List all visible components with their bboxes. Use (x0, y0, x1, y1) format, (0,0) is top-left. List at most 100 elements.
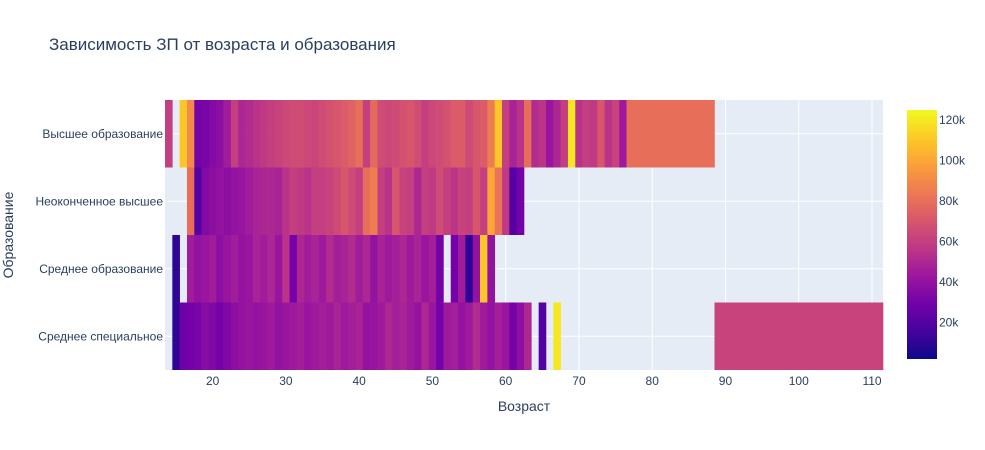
heatmap-cell (355, 167, 364, 235)
heatmap-cell (260, 167, 268, 235)
heatmap-cell (575, 100, 583, 168)
x-tick-label: 70 (572, 374, 586, 388)
heatmap-cell (465, 100, 474, 168)
heatmap-cell (392, 302, 400, 370)
heatmap-cell (340, 167, 349, 235)
heatmap-cell (348, 100, 356, 168)
heatmap-cells (165, 100, 884, 370)
heatmap-cell (274, 302, 283, 370)
heatmap-cell (194, 100, 202, 168)
heatmap-cell (604, 100, 613, 168)
heatmap-cell (428, 167, 437, 235)
y-tick-label: Неоконченное высшее (35, 194, 163, 208)
heatmap-cell (436, 100, 444, 168)
heatmap-cell (245, 167, 254, 235)
heatmap-cell (194, 302, 202, 370)
heatmap-cell (260, 302, 268, 370)
heatmap-cell (326, 302, 334, 370)
heatmap-cell (553, 302, 561, 370)
heatmap-cell (238, 235, 246, 303)
heatmap-cell (208, 235, 217, 303)
heatmap-cell (186, 167, 195, 235)
heatmap-cell (296, 167, 305, 235)
heatmap-cell (443, 167, 452, 235)
heatmap-cell (443, 100, 452, 168)
colorbar (907, 110, 937, 359)
heatmap-cell (494, 167, 503, 235)
x-tick-label: 60 (499, 374, 513, 388)
heatmap-cell (348, 167, 356, 235)
heatmap-cell (399, 100, 408, 168)
heatmap-cell (304, 235, 312, 303)
heatmap-cell (414, 302, 422, 370)
heatmap-cell (296, 100, 305, 168)
heatmap-cell (472, 167, 481, 235)
heatmap-cell (208, 302, 217, 370)
heatmap-cell (487, 100, 495, 168)
heatmap-cell (370, 100, 378, 168)
heatmap-cell (509, 302, 517, 370)
heatmap-cell (186, 235, 195, 303)
heatmap-cell (252, 235, 261, 303)
heatmap-cell (597, 100, 605, 168)
heatmap-cell (472, 235, 481, 303)
heatmap-cell (282, 100, 290, 168)
heatmap-cell (626, 100, 715, 168)
heatmap-cell (458, 302, 466, 370)
heatmap-cell (377, 235, 386, 303)
heatmap-cell (384, 235, 393, 303)
heatmap-cell (289, 167, 298, 235)
heatmap-cell (216, 302, 224, 370)
heatmap-cell (333, 167, 342, 235)
heatmap-cell (524, 100, 532, 168)
heatmap-cell (340, 235, 349, 303)
heatmap-cell (208, 100, 217, 168)
heatmap-cell (516, 302, 525, 370)
heatmap-cell (406, 235, 415, 303)
x-tick-label: 20 (206, 374, 220, 388)
heatmap-cell (465, 167, 474, 235)
heatmap-cell (296, 235, 305, 303)
heatmap-cell (458, 100, 466, 168)
heatmap-cell (282, 302, 290, 370)
heatmap-cell (311, 167, 320, 235)
heatmap-cell (509, 100, 517, 168)
heatmap-cell (377, 302, 386, 370)
heatmap-cell (450, 302, 459, 370)
heatmap-cell (318, 167, 327, 235)
chart-title: Зависимость ЗП от возраста и образования (49, 35, 396, 54)
heatmap-cell (267, 100, 276, 168)
heatmap-cell (267, 167, 276, 235)
x-tick-label: 50 (426, 374, 440, 388)
heatmap-cell (370, 235, 378, 303)
heatmap-cell (509, 167, 517, 235)
heatmap-cell (230, 235, 239, 303)
heatmap-cell (252, 100, 261, 168)
heatmap-cell (267, 302, 276, 370)
heatmap-cell (370, 167, 378, 235)
heatmap-cell (179, 302, 188, 370)
y-axis-title: Образование (0, 191, 16, 278)
y-axis-ticks: Высшее образование Неоконченное высшее Сре… (35, 127, 163, 344)
heatmap-cell (414, 100, 422, 168)
heatmap-cell (230, 302, 239, 370)
heatmap-cell (414, 167, 422, 235)
heatmap-cell (311, 235, 320, 303)
heatmap-cell (480, 235, 488, 303)
heatmap-cell (355, 100, 364, 168)
heatmap-cell (392, 235, 400, 303)
heatmap-cell (538, 302, 547, 370)
heatmap-cell (472, 302, 481, 370)
heatmap-cell (384, 100, 393, 168)
heatmap-cell (274, 167, 283, 235)
heatmap-cell (318, 100, 327, 168)
heatmap-cell (502, 100, 510, 168)
heatmap-cell (333, 100, 342, 168)
heatmap-cell (480, 167, 488, 235)
heatmap-cell (406, 302, 415, 370)
heatmap-cell (428, 302, 437, 370)
heatmap-cell (289, 100, 298, 168)
heatmap-cell (326, 100, 334, 168)
heatmap-cell (216, 167, 224, 235)
heatmap-cell (450, 235, 459, 303)
